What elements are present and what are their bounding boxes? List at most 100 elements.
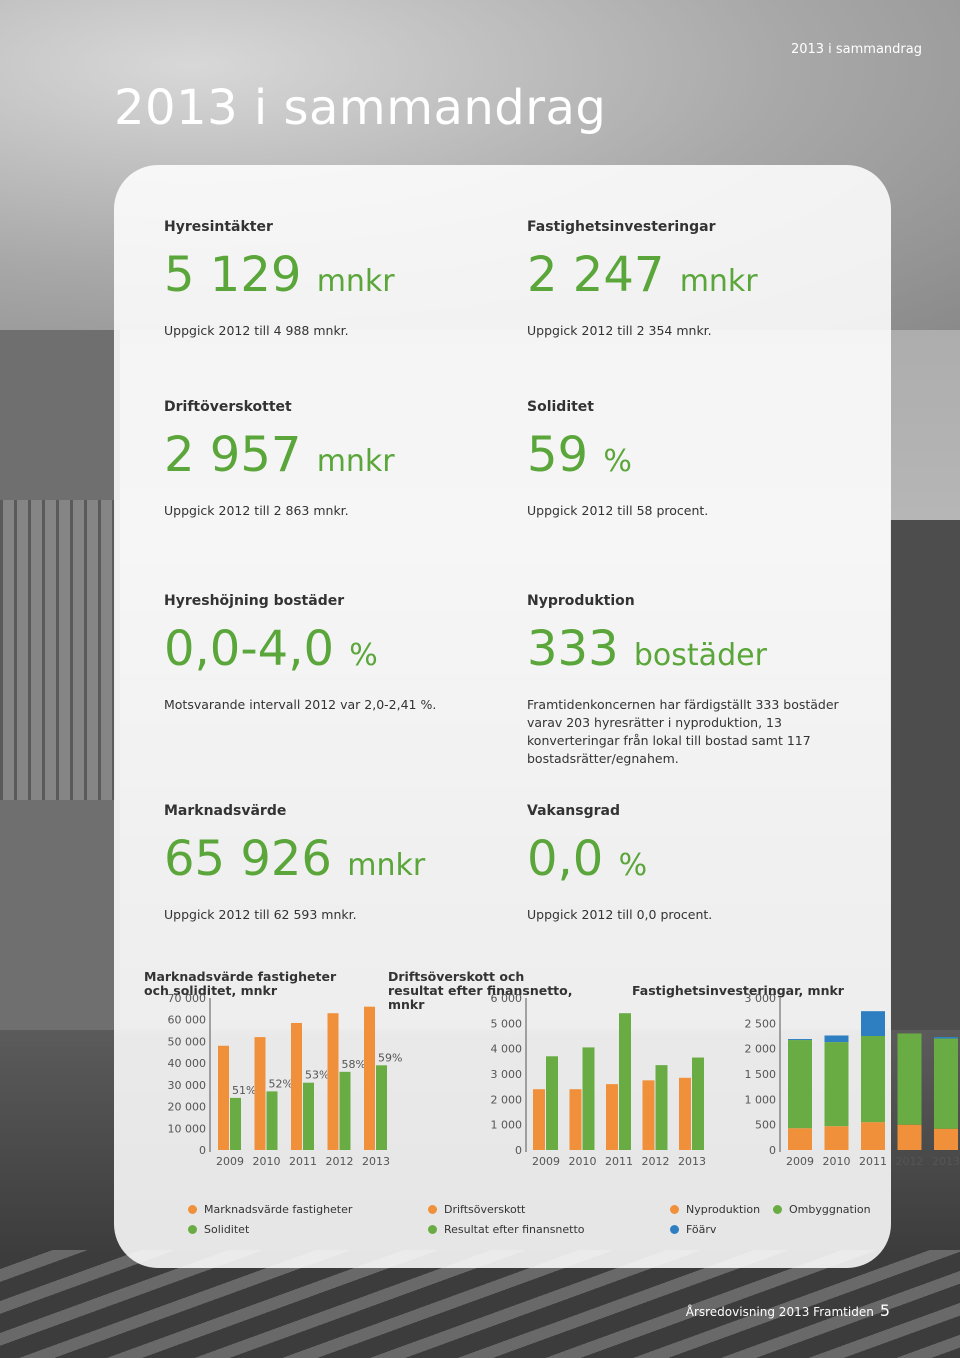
y-tick-label: 0 [769,1144,776,1157]
kpi-unit: % [603,444,632,479]
kpi-note: Uppgick 2012 till 62 593 mnkr. [164,907,357,922]
summary-card: Hyresintäkter 5 129 mnkr Uppgick 2012 ti… [114,165,960,1268]
kpi-soliditet: Soliditet 59 % Uppgick 2012 till 58 proc… [527,399,877,520]
kpi-note: Motsvarande intervall 2012 var 2,0-2,41 … [164,697,437,712]
x-tick-label: 2009 [532,1155,560,1168]
y-tick-label: 50 000 [168,1035,207,1048]
kpi-note: Uppgick 2012 till 2 863 mnkr. [164,503,349,518]
kpi-value: 2 247 mnkr [527,247,758,303]
legend-dot [188,1225,197,1234]
legend-item-soliditet: Soliditet [188,1223,249,1236]
bar-marknadsv-rde-fastigheter [254,1037,266,1150]
bar-soliditet [230,1097,241,1150]
bar-nyproduktion [861,1122,885,1150]
legend-dot [670,1225,679,1234]
legend-dot [428,1205,437,1214]
bar-drifts-verskott [679,1077,691,1150]
y-tick-label: 2 000 [745,1043,777,1056]
kpi-note: Framtidenkoncernen har färdigställt 333 … [527,697,839,766]
bar-marknadsv-rde-fastigheter [364,1006,375,1150]
x-tick-label: 2013 [678,1155,706,1168]
bar-nyproduktion [788,1128,812,1150]
chart-title: Fastighetsinvesteringar, mnkr [632,983,844,998]
kpi-value: 0,0 % [527,831,648,887]
kpi-unit: % [618,848,648,883]
header-section-tag: 2013 i sammandrag [790,42,922,57]
legend-dot [428,1225,437,1234]
bar-f-rv [861,1011,885,1036]
x-tick-label: 2013 [362,1155,390,1168]
x-tick-label: 2009 [786,1155,814,1168]
kpi-driftoverskottet: Driftöverskottet 2 957 mnkr Uppgick 2012… [164,399,514,520]
bar-ombyggnation [788,1040,812,1129]
bar-resultat-efter-finansnetto [546,1056,558,1150]
bar-nyproduktion [824,1126,849,1150]
kpi-label: Marknadsvärde [164,803,287,819]
kpi-label: Nyproduktion [527,593,635,609]
legend-item-marknadsvarde: Marknadsvärde fastigheter [188,1203,352,1216]
y-tick-label: 2 000 [491,1093,523,1106]
x-tick-label: 2009 [216,1155,244,1168]
chart-driftsoverskott: Driftsöverskott och resultat efter finan… [388,970,706,1250]
legend-dot [773,1205,782,1214]
x-tick-label: 2010 [569,1155,597,1168]
y-tick-label: 0 [199,1144,206,1157]
kpi-note: Uppgick 2012 till 58 procent. [527,503,709,518]
x-tick-label: 2012 [896,1155,924,1168]
bar-ombyggnation [861,1036,885,1123]
bar-ombyggnation [897,1033,922,1125]
legend-item-ombyggnation: Ombyggnation [773,1203,871,1216]
bar-drifts-verskott [569,1089,582,1150]
kpi-value: 0,0-4,0 % [164,621,378,677]
legend-item-driftsoverskott: Driftsöverskott [428,1203,525,1216]
legend-item-resultat: Resultat efter finansnetto [428,1223,585,1236]
y-tick-label: 5 000 [491,1017,523,1030]
kpi-hyreshojning: Hyreshöjning bostäder 0,0-4,0 % Motsvara… [164,593,514,714]
legend-item-forvarv: Föärv [670,1223,716,1236]
kpi-hyresintakter: Hyresintäkter 5 129 mnkr Uppgick 2012 ti… [164,219,514,340]
y-tick-label: 40 000 [168,1057,207,1070]
bar-nyproduktion [897,1124,922,1150]
kpi-value: 65 926 mnkr [164,831,426,887]
x-tick-label: 2011 [289,1155,317,1168]
x-tick-label: 2010 [823,1155,851,1168]
x-tick-label: 2011 [605,1155,633,1168]
kpi-label: Driftöverskottet [164,399,292,415]
y-tick-label: 2 500 [745,1017,777,1030]
x-tick-label: 2010 [253,1155,281,1168]
kpi-unit: % [349,638,378,673]
kpi-note: Uppgick 2012 till 0,0 procent. [527,907,713,922]
bar-soliditet [266,1091,278,1150]
y-tick-label: 20 000 [168,1101,207,1114]
kpi-label: Vakansgrad [527,803,620,819]
x-tick-label: 2012 [642,1155,670,1168]
bar-resultat-efter-finansnetto [582,1047,595,1150]
y-tick-label: 1 000 [491,1119,523,1132]
bar-resultat-efter-finansnetto [655,1065,668,1150]
y-tick-label: 3 000 [745,992,777,1005]
y-tick-label: 6 000 [491,992,523,1005]
kpi-nyproduktion: Nyproduktion 333 bostäder Framtidenkonce… [527,593,872,768]
kpi-unit: bostäder [633,638,767,673]
bar-marknadsv-rde-fastigheter [291,1022,302,1150]
bar-marknadsv-rde-fastigheter [218,1045,229,1150]
legend-item-nyproduktion: Nyproduktion [670,1203,760,1216]
bar-soliditet [339,1071,351,1150]
bar-marknadsv-rde-fastigheter [327,1013,339,1150]
x-tick-label: 2011 [859,1155,887,1168]
chart-marknadsvarde-plot: 0 10 000 20 000 30 000 40 000 50 000 60 000 70 … [168,992,403,1168]
bar-drifts-verskott [533,1089,545,1150]
kpi-value: 59 % [527,427,632,483]
chart-fastighetsinvesteringar-plot: 0 500 1 000 1 500 2 000 2 500 3 000 2009 2010 201… [745,992,960,1168]
kpi-note: Uppgick 2012 till 4 988 mnkr. [164,323,349,338]
kpi-value: 5 129 mnkr [164,247,395,303]
page-number: 5 [879,1301,890,1320]
kpi-label: Soliditet [527,399,594,415]
page-footer: Årsredovisning 2013 Framtiden 5 [686,1301,890,1320]
bar-drifts-verskott [606,1084,618,1150]
y-tick-label: 0 [515,1144,522,1157]
data-label: 58% [342,1058,366,1071]
y-tick-label: 10 000 [168,1122,207,1135]
chart-fastighetsinvesteringar: Fastighetsinvesteringar, mnkr 0 500 1 000 1… [632,970,960,1250]
bar-drifts-verskott [642,1080,655,1150]
